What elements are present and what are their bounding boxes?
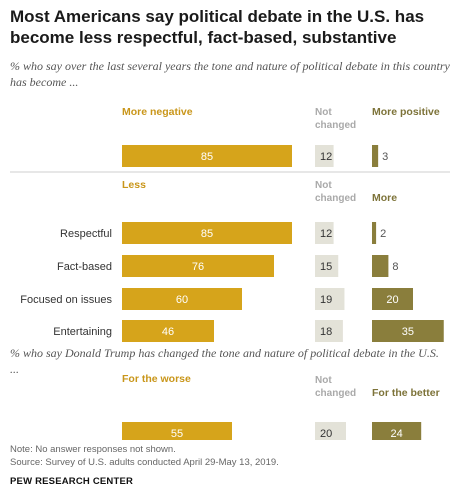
- data-label: 60: [176, 294, 188, 306]
- data-label: 8: [392, 261, 398, 273]
- chart-title: Most Americans say political debate in t…: [10, 7, 425, 47]
- data-label: 2: [380, 228, 386, 240]
- bar-positive: [372, 288, 413, 310]
- data-label: 3: [382, 151, 388, 163]
- column-header-3-changed: changed: [315, 388, 356, 399]
- data-label: 76: [192, 261, 204, 273]
- data-label: 20: [320, 428, 332, 440]
- bar-neutral: [315, 255, 339, 277]
- bar-positive: [372, 255, 389, 277]
- source-text: Source: Survey of U.S. adults conducted …: [10, 457, 279, 468]
- bar-neutral: [315, 222, 334, 244]
- bar-negative: [122, 320, 214, 342]
- data-label: 20: [386, 294, 398, 306]
- column-header-3-2: For the better: [372, 387, 440, 399]
- bar-chart: More negative Not changed More positive 85 12…: [10, 106, 450, 440]
- column-header-3-0: For the worse: [122, 373, 191, 385]
- data-label: 55: [171, 428, 183, 440]
- bar-negative: [122, 222, 292, 244]
- data-label: 12: [320, 151, 332, 163]
- chart-subtitle-2: % who say Donald Trump has changed the t…: [10, 346, 439, 376]
- bar-neutral: [315, 422, 346, 440]
- bar-positive: [372, 222, 377, 244]
- category-label: Focused on issues: [20, 294, 112, 306]
- bar-negative: [122, 288, 242, 310]
- column-header-2-not: Not: [315, 180, 332, 191]
- bar-negative: [122, 145, 292, 167]
- bar-neutral: [315, 145, 334, 167]
- bar-positive: [372, 422, 422, 440]
- category-label: Fact-based: [57, 261, 112, 273]
- data-label: 85: [201, 228, 213, 240]
- column-header-1-not: Not: [315, 107, 332, 118]
- bar-positive: [372, 320, 444, 342]
- column-header-3-not: Not: [315, 375, 332, 386]
- data-label: 35: [402, 326, 414, 338]
- category-label: Entertaining: [53, 326, 112, 338]
- data-label: 15: [320, 261, 332, 273]
- column-header-1-0: More negative: [122, 106, 193, 118]
- column-header-2-0: Less: [122, 179, 146, 191]
- bar-negative: [122, 422, 232, 440]
- data-label: 24: [390, 428, 402, 440]
- bar-positive: [372, 145, 379, 167]
- data-label: 18: [320, 326, 332, 338]
- data-label: 12: [320, 228, 332, 240]
- note-text: Note: No answer responses not shown.: [10, 444, 176, 455]
- column-header-2-2: More: [372, 192, 397, 204]
- chart-subtitle-1: % who say over the last several years th…: [10, 59, 450, 89]
- bar-negative: [122, 255, 274, 277]
- bar-neutral: [315, 288, 345, 310]
- data-label: 19: [320, 294, 332, 306]
- bar-neutral: [315, 320, 343, 342]
- column-header-1-2: More positive: [372, 106, 440, 118]
- category-label: Respectful: [60, 228, 112, 240]
- data-label: 85: [201, 151, 213, 163]
- column-header-1-changed: changed: [315, 120, 356, 131]
- column-header-2-changed: changed: [315, 193, 356, 204]
- data-label: 46: [162, 326, 174, 338]
- footer-brand: PEW RESEARCH CENTER: [10, 476, 134, 487]
